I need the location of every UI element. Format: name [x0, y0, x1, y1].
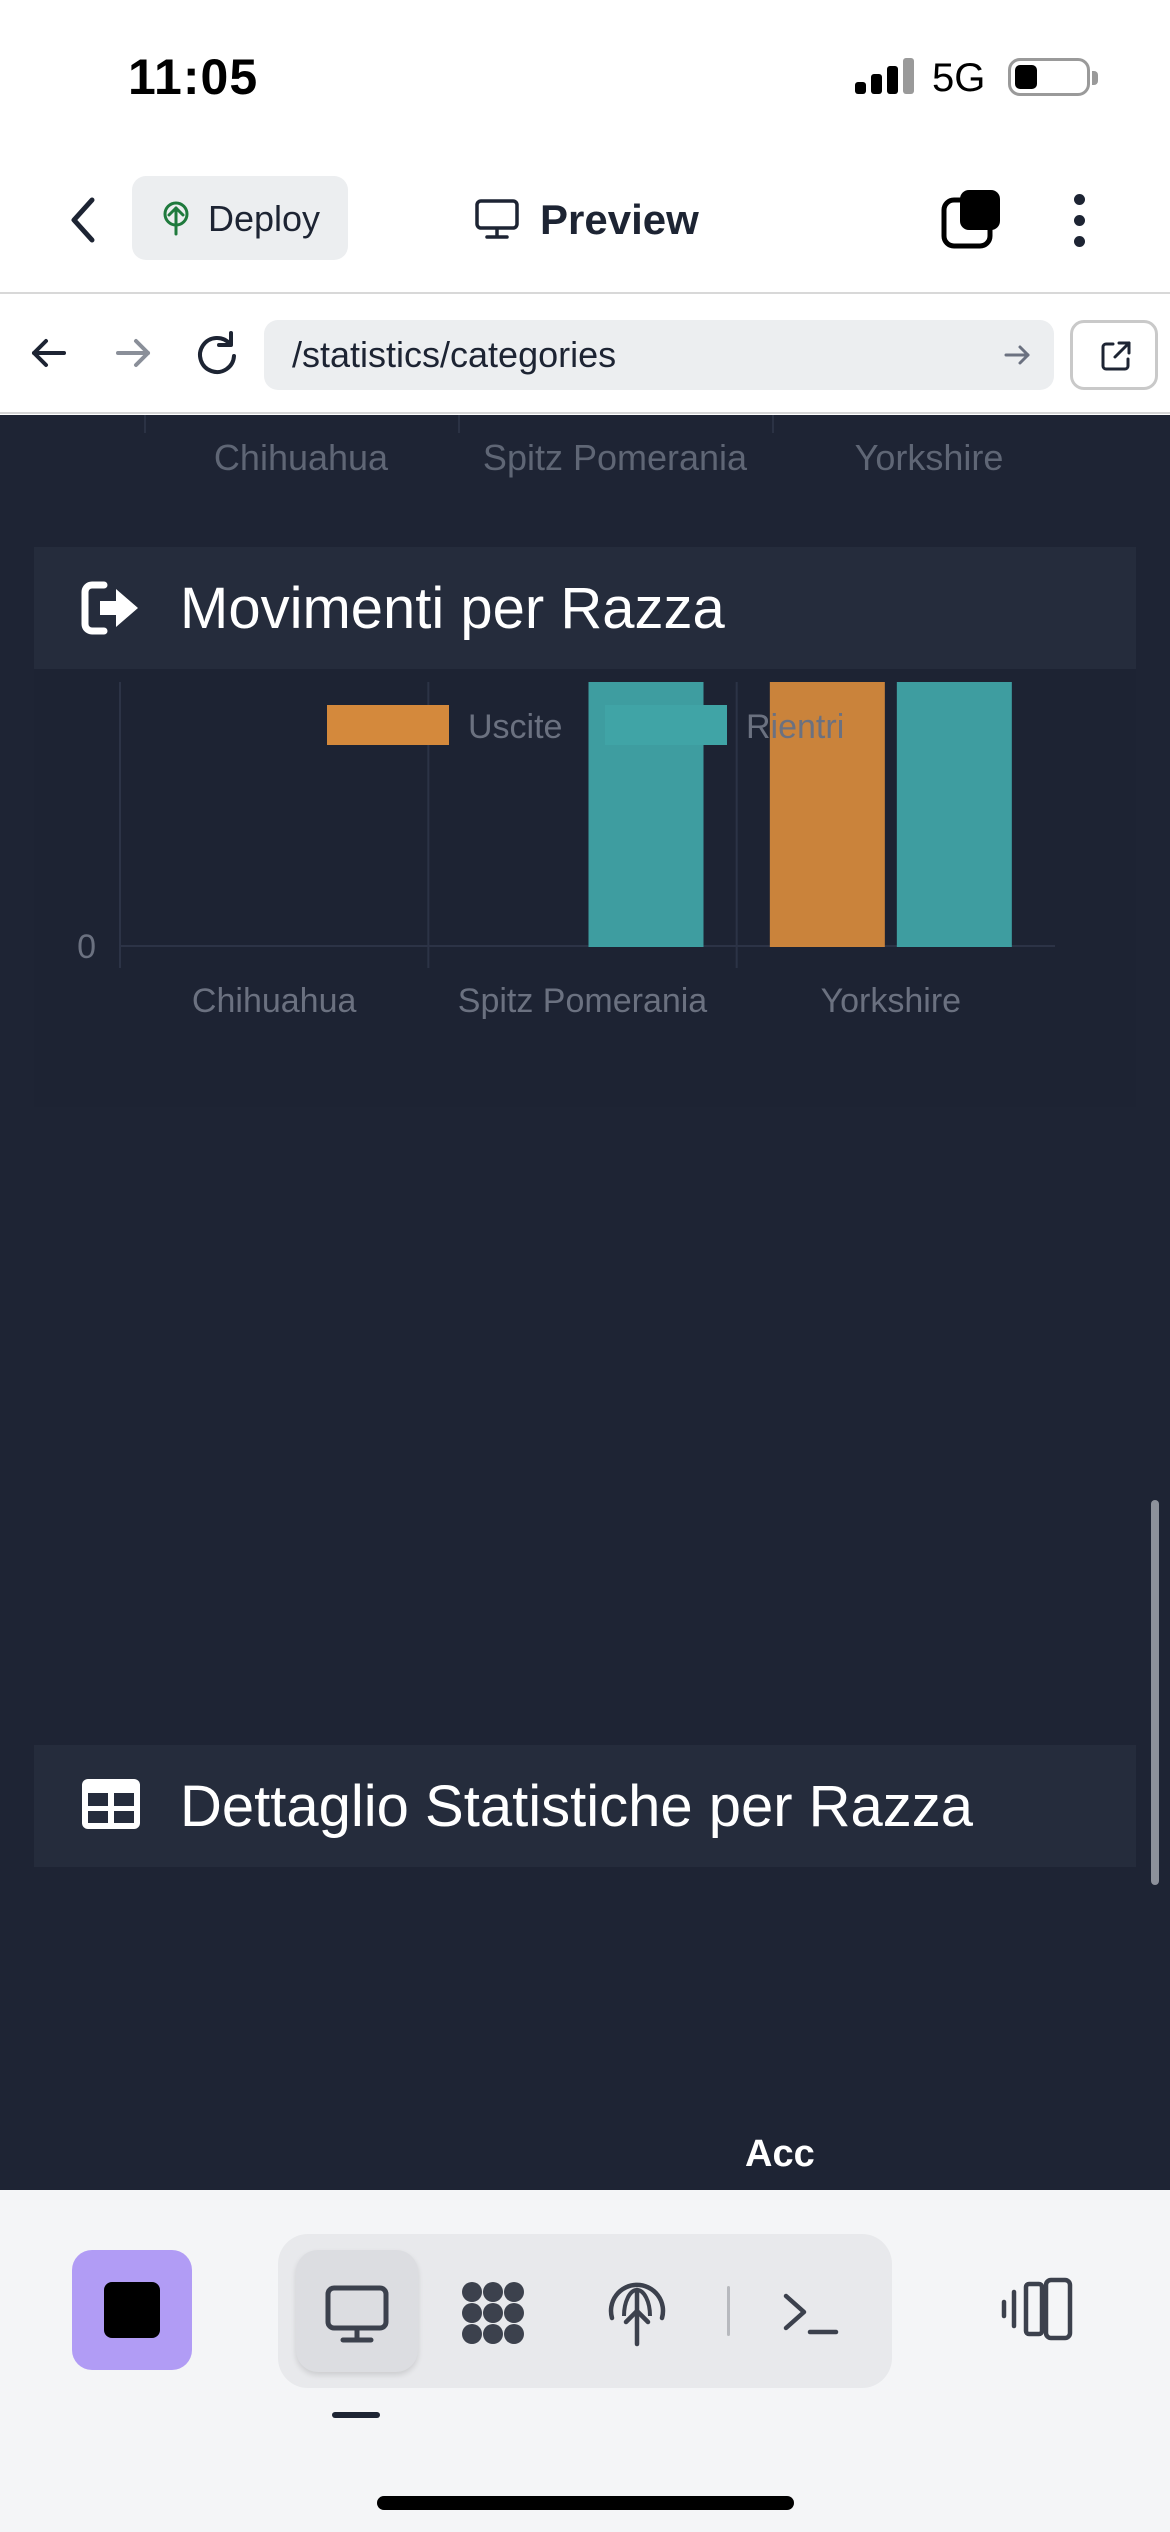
forward-arrow-icon[interactable]	[106, 326, 160, 380]
active-tab-highlight	[296, 2250, 418, 2372]
deploy-label: Deploy	[208, 198, 321, 239]
url-input[interactable]: /statistics/categories	[264, 320, 1054, 390]
deploy-icon	[163, 201, 189, 236]
status-bar: 11:05 5G	[0, 0, 1170, 150]
toolbar-divider	[727, 2286, 730, 2336]
stop-button[interactable]	[72, 2250, 192, 2370]
network-label: 5G	[932, 56, 986, 100]
page-content: Chihuahua Spitz Pomerania Yorkshire Movi…	[0, 415, 1170, 2190]
x-tick-label: Chihuahua	[192, 982, 357, 1020]
deploy-icon[interactable]	[602, 2278, 672, 2348]
preview-label: Preview	[540, 196, 699, 243]
y-tick-label: 0	[77, 928, 96, 966]
stop-icon	[104, 2282, 160, 2338]
chevron-left-icon	[71, 197, 95, 243]
tabs-icon	[941, 190, 1000, 249]
terminal-icon[interactable]	[776, 2278, 846, 2348]
acc-label: Acc	[745, 2133, 815, 2175]
legend-label: Rientri	[746, 708, 844, 746]
details-card: Dettaglio Statistiche per Razza	[34, 1745, 1136, 1867]
x-tick-label: Chihuahua	[213, 437, 389, 478]
x-tick-label: Yorkshire	[854, 437, 1004, 478]
open-external-button[interactable]	[1070, 320, 1158, 390]
bar-uscite-yorkshire	[769, 682, 885, 947]
more-options-button[interactable]	[1056, 188, 1104, 252]
previous-chart-x-axis: Chihuahua Spitz Pomerania Yorkshire	[0, 415, 1170, 533]
bottom-toolbar	[0, 2190, 1170, 2532]
legend-swatch	[605, 705, 727, 745]
table-icon	[82, 1779, 140, 1829]
scrollbar[interactable]	[1151, 1500, 1159, 1885]
x-tick-label: Yorkshire	[821, 982, 961, 1020]
home-indicator	[377, 2496, 794, 2510]
legend-label: Uscite	[468, 708, 562, 746]
x-tick-label: Spitz Pomerania	[482, 437, 748, 478]
status-time: 11:05	[128, 49, 259, 105]
bar-rientri-yorkshire	[896, 682, 1012, 947]
movements-bar-chart: 01ChihuahuaSpitz PomeraniaYorkshireUscit…	[77, 682, 1055, 1020]
back-button[interactable]	[60, 190, 110, 250]
legend-swatch	[327, 705, 449, 745]
go-arrow-icon[interactable]	[1000, 338, 1034, 372]
monitor-icon[interactable]	[322, 2278, 392, 2348]
view-switcher	[278, 2234, 892, 2388]
apps-icon[interactable]	[458, 2278, 528, 2348]
active-tab-indicator	[332, 2412, 380, 2418]
url-bar: /statistics/categories	[0, 296, 1170, 414]
back-arrow-icon[interactable]	[22, 326, 76, 380]
layout-toggle-icon[interactable]	[1000, 2274, 1076, 2344]
app-header: Deploy Preview	[0, 150, 1170, 294]
external-link-icon	[1101, 341, 1131, 371]
movements-card-title: Movimenti per Razza	[180, 576, 725, 641]
reload-icon[interactable]	[190, 326, 244, 380]
battery-icon	[1008, 58, 1098, 96]
signal-icon	[855, 58, 915, 94]
url-text: /statistics/categories	[292, 334, 617, 375]
deploy-button[interactable]: Deploy	[132, 176, 348, 260]
details-card-title: Dettaglio Statistiche per Razza	[180, 1774, 974, 1839]
details-card-header: Dettaglio Statistiche per Razza	[34, 1745, 1136, 1867]
monitor-icon	[475, 199, 519, 239]
movements-card-header: Movimenti per Razza	[34, 547, 1136, 669]
tabs-button[interactable]	[940, 186, 1006, 252]
movements-card: Movimenti per Razza 01ChihuahuaSpitz Pom…	[34, 547, 1136, 1107]
x-tick-label: Spitz Pomerania	[458, 982, 708, 1020]
sign-out-icon	[81, 581, 138, 635]
